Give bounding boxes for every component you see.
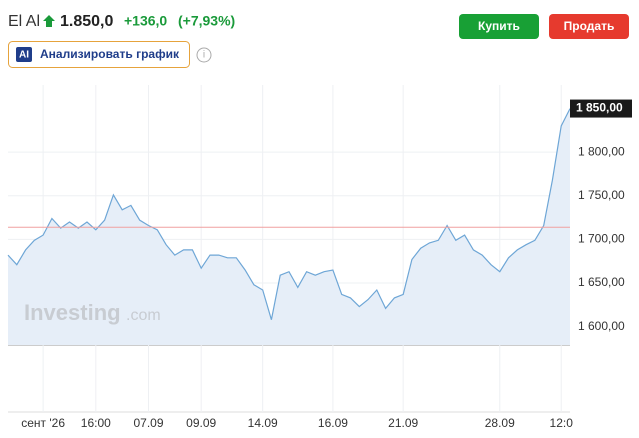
change: +136,0: [124, 13, 167, 29]
y-tick-label: 1 750,00: [578, 188, 625, 202]
x-tick-label: 09.09: [186, 416, 216, 430]
change-pct: (+7,93%): [178, 13, 235, 29]
sell-button[interactable]: [549, 14, 629, 39]
ai-badge: [16, 47, 32, 62]
x-tick-label: 14.09: [248, 416, 278, 430]
last-price-tag: [570, 99, 632, 118]
y-tick-label: 1 600,00: [578, 319, 625, 333]
x-tick-label: 12:0: [550, 416, 574, 430]
price: 1.850,0: [60, 13, 113, 30]
analyze-button[interactable]: [8, 41, 190, 68]
up-arrow: [43, 15, 55, 27]
y-tick-label: 1 700,00: [578, 232, 625, 246]
line: [7, 108, 571, 320]
last-price-label: 1 850,00: [576, 101, 623, 115]
area: [8, 108, 570, 345]
info-icon[interactable]: [196, 47, 212, 63]
info-icon-i: i: [203, 50, 205, 61]
x-tick-label: 21.09: [388, 416, 418, 430]
y-tick-label: 1 650,00: [578, 275, 625, 289]
analyze-label[interactable]: Анализировать график: [40, 47, 180, 61]
watermark-suffix: .com: [126, 307, 161, 324]
buy-button[interactable]: [459, 14, 539, 39]
ai-badge-text: AI: [19, 50, 29, 61]
x-tick-label: 28.09: [485, 416, 515, 430]
buy-label[interactable]: Купить: [478, 19, 520, 33]
x-tick-label: 07.09: [133, 416, 163, 430]
x-tick-label: 16.09: [318, 416, 348, 430]
symbol: El Al: [8, 13, 40, 30]
x-tick-label: 16:00: [81, 416, 111, 430]
watermark: Investing: [24, 300, 121, 325]
y-tick-label: 1 800,00: [578, 144, 625, 158]
x-tick-label: сент '26: [21, 416, 65, 430]
sell-label[interactable]: Продать: [564, 19, 615, 33]
